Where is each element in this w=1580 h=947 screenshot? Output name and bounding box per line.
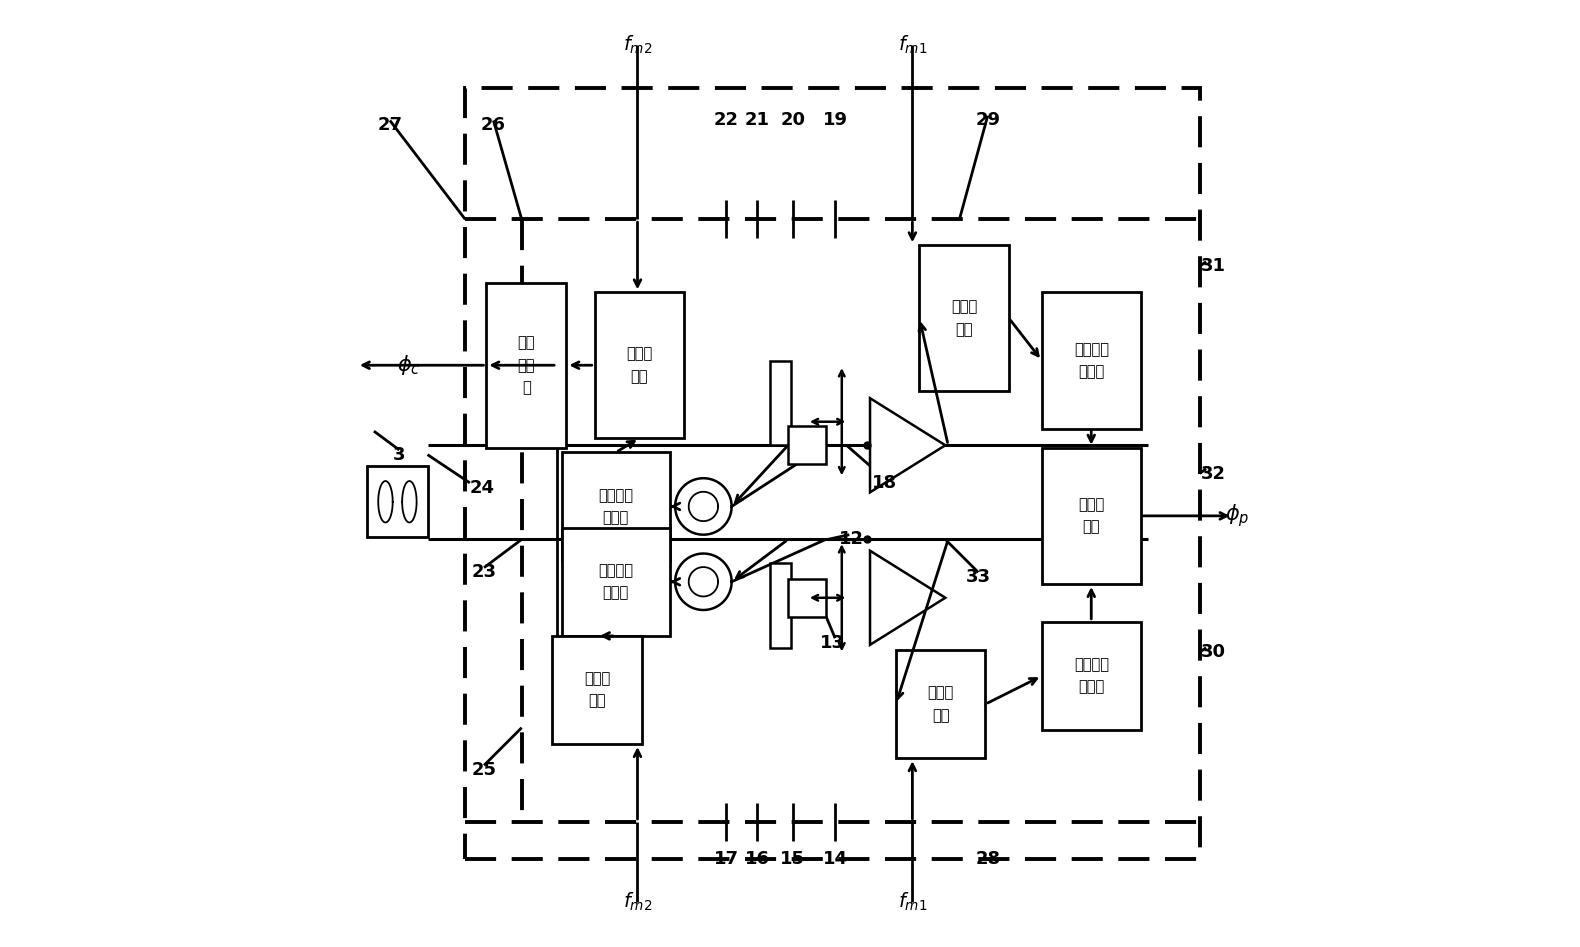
Text: 21: 21 — [744, 112, 769, 130]
Text: 20: 20 — [781, 112, 806, 130]
Text: 19: 19 — [823, 112, 848, 130]
Text: 二号鉴
相器: 二号鉴 相器 — [1078, 497, 1104, 534]
Polygon shape — [871, 551, 945, 645]
Text: 14: 14 — [823, 850, 848, 868]
Text: 24: 24 — [469, 478, 495, 496]
FancyBboxPatch shape — [562, 527, 670, 635]
Text: 23: 23 — [471, 563, 496, 581]
Text: 25: 25 — [471, 761, 496, 779]
Text: 一号
鉴相
器: 一号 鉴相 器 — [518, 335, 536, 395]
Text: 27: 27 — [378, 116, 403, 134]
Text: 30: 30 — [1201, 643, 1226, 661]
Text: $\phi_c$: $\phi_c$ — [397, 353, 420, 377]
FancyBboxPatch shape — [896, 650, 986, 759]
Text: 四号混
频器: 四号混 频器 — [626, 347, 653, 384]
Text: 3: 3 — [393, 446, 406, 464]
Text: 一号混
频器: 一号混 频器 — [927, 686, 954, 723]
Text: $f_{m1}$: $f_{m1}$ — [897, 34, 927, 56]
Text: 一号低通
滤波器: 一号低通 滤波器 — [1074, 657, 1109, 694]
Bar — [788, 426, 826, 464]
Bar — [769, 361, 792, 445]
Bar — [769, 563, 792, 648]
Text: 18: 18 — [872, 474, 897, 491]
Text: $f_{m2}$: $f_{m2}$ — [623, 34, 653, 56]
Text: 31: 31 — [1201, 258, 1226, 276]
Bar — [788, 579, 826, 616]
FancyBboxPatch shape — [1041, 293, 1141, 429]
Text: 四号低通
滤波器: 四号低通 滤波器 — [599, 488, 634, 525]
Text: $f_{m1}$: $f_{m1}$ — [897, 891, 927, 913]
Text: 13: 13 — [820, 634, 845, 652]
FancyBboxPatch shape — [553, 635, 641, 744]
Text: 二号混
频器: 二号混 频器 — [585, 671, 610, 708]
Text: 15: 15 — [781, 850, 806, 868]
FancyBboxPatch shape — [920, 245, 1010, 391]
Text: 三号混
频器: 三号混 频器 — [951, 299, 978, 337]
FancyBboxPatch shape — [594, 293, 684, 438]
Text: 32: 32 — [1201, 464, 1226, 483]
Text: 二号低通
滤波器: 二号低通 滤波器 — [599, 563, 634, 600]
Text: 28: 28 — [975, 850, 1000, 868]
FancyBboxPatch shape — [562, 453, 670, 561]
Text: 33: 33 — [965, 568, 991, 586]
Text: 26: 26 — [480, 116, 506, 134]
Text: 17: 17 — [714, 850, 738, 868]
Text: $f_{m2}$: $f_{m2}$ — [623, 891, 653, 913]
FancyBboxPatch shape — [487, 283, 566, 448]
Text: 29: 29 — [975, 112, 1000, 130]
Text: 三号低通
滤波器: 三号低通 滤波器 — [1074, 342, 1109, 379]
Polygon shape — [871, 398, 945, 492]
Text: 22: 22 — [714, 112, 738, 130]
Text: 16: 16 — [744, 850, 769, 868]
Bar — [367, 467, 428, 537]
Text: $\phi_p$: $\phi_p$ — [1224, 503, 1250, 529]
FancyBboxPatch shape — [1041, 448, 1141, 584]
FancyBboxPatch shape — [1041, 622, 1141, 730]
Text: 12: 12 — [839, 530, 864, 548]
